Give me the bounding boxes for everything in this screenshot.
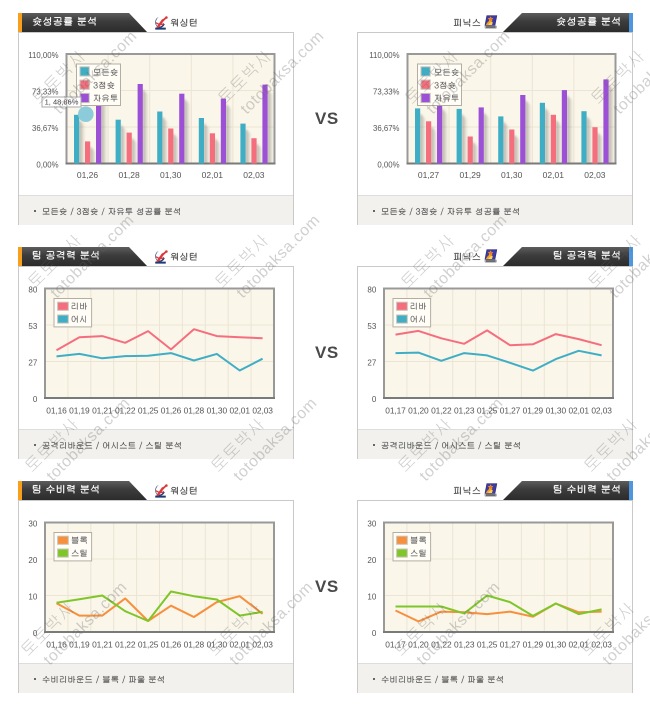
- svg-text:02,03: 02,03: [591, 640, 612, 650]
- svg-text:01,19: 01,19: [69, 640, 90, 650]
- svg-text:01,26: 01,26: [161, 640, 182, 650]
- svg-text:01,22: 01,22: [115, 406, 136, 416]
- svg-text:01,25: 01,25: [138, 640, 159, 650]
- svg-text:01,29: 01,29: [459, 170, 481, 180]
- svg-text:01,17: 01,17: [385, 640, 406, 650]
- svg-text:20: 20: [28, 556, 37, 565]
- svg-text:01,28: 01,28: [184, 640, 205, 650]
- svg-text:02,01: 02,01: [229, 406, 250, 416]
- svg-text:01,22: 01,22: [431, 640, 452, 650]
- svg-text:73,33%: 73,33%: [32, 88, 59, 97]
- svg-text:01,16: 01,16: [46, 640, 67, 650]
- svg-text:73,33%: 73,33%: [373, 88, 400, 97]
- svg-text:01,27: 01,27: [500, 640, 521, 650]
- svg-text:01,30: 01,30: [207, 406, 228, 416]
- svg-text:36,67%: 36,67%: [32, 124, 59, 133]
- svg-text:01,23: 01,23: [454, 406, 475, 416]
- svg-text:02,03: 02,03: [243, 170, 265, 180]
- svg-text:02,01: 02,01: [543, 170, 565, 180]
- svg-text:01,29: 01,29: [523, 640, 544, 650]
- svg-text:27: 27: [367, 359, 376, 368]
- svg-text:02,03: 02,03: [584, 170, 606, 180]
- svg-text:0: 0: [372, 395, 377, 404]
- svg-text:30: 30: [367, 520, 376, 529]
- svg-text:1, 48,86%: 1, 48,86%: [45, 98, 79, 107]
- svg-text:0,00%: 0,00%: [36, 161, 58, 170]
- svg-text:01,16: 01,16: [46, 406, 67, 416]
- svg-text:01,26: 01,26: [77, 170, 99, 180]
- svg-text:01,30: 01,30: [546, 640, 567, 650]
- svg-text:01,20: 01,20: [408, 640, 429, 650]
- svg-text:80: 80: [367, 286, 376, 295]
- svg-text:10: 10: [367, 593, 376, 602]
- svg-text:01,23: 01,23: [454, 640, 475, 650]
- svg-text:01,20: 01,20: [408, 406, 429, 416]
- svg-text:20: 20: [367, 556, 376, 565]
- svg-text:01,21: 01,21: [92, 406, 113, 416]
- svg-text:01,27: 01,27: [418, 170, 440, 180]
- svg-text:10: 10: [28, 593, 37, 602]
- svg-text:0: 0: [372, 629, 377, 638]
- svg-text:01,25: 01,25: [477, 406, 498, 416]
- svg-text:0,00%: 0,00%: [377, 161, 399, 170]
- svg-text:01,27: 01,27: [500, 406, 521, 416]
- svg-text:02,01: 02,01: [229, 640, 250, 650]
- svg-text:01,26: 01,26: [161, 406, 182, 416]
- svg-text:30: 30: [28, 520, 37, 529]
- svg-text:01,30: 01,30: [160, 170, 182, 180]
- svg-text:01,30: 01,30: [546, 406, 567, 416]
- svg-text:01,25: 01,25: [477, 640, 498, 650]
- svg-text:02,01: 02,01: [568, 640, 589, 650]
- svg-text:01,19: 01,19: [69, 406, 90, 416]
- svg-text:110,00%: 110,00%: [369, 51, 399, 60]
- svg-text:02,01: 02,01: [568, 406, 589, 416]
- svg-text:01,30: 01,30: [207, 640, 228, 650]
- svg-text:01,29: 01,29: [523, 406, 544, 416]
- svg-text:80: 80: [28, 286, 37, 295]
- svg-text:53: 53: [28, 322, 37, 331]
- svg-text:01,22: 01,22: [431, 406, 452, 416]
- svg-text:110,00%: 110,00%: [28, 51, 58, 60]
- svg-text:53: 53: [367, 322, 376, 331]
- svg-text:0: 0: [33, 395, 38, 404]
- svg-text:01,21: 01,21: [92, 640, 113, 650]
- svg-text:02,01: 02,01: [202, 170, 224, 180]
- svg-text:0: 0: [33, 629, 38, 638]
- svg-text:02,03: 02,03: [252, 640, 273, 650]
- svg-text:01,28: 01,28: [184, 406, 205, 416]
- svg-text:27: 27: [28, 359, 37, 368]
- svg-text:02,03: 02,03: [591, 406, 612, 416]
- svg-text:01,22: 01,22: [115, 640, 136, 650]
- svg-text:02,03: 02,03: [252, 406, 273, 416]
- svg-text:01,25: 01,25: [138, 406, 159, 416]
- svg-text:36,67%: 36,67%: [373, 124, 400, 133]
- svg-text:01,30: 01,30: [501, 170, 523, 180]
- svg-text:01,17: 01,17: [385, 406, 406, 416]
- svg-text:01,28: 01,28: [118, 170, 140, 180]
